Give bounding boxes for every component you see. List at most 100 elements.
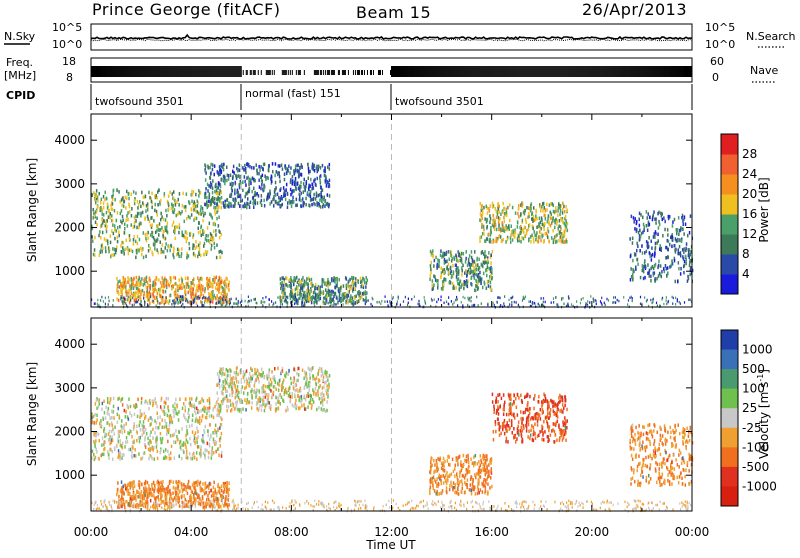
data-cell <box>136 287 138 291</box>
data-cell <box>284 178 286 182</box>
data-cell <box>230 174 232 178</box>
data-cell <box>632 297 633 300</box>
data-cell <box>674 244 676 248</box>
data-cell <box>465 260 467 264</box>
data-cell <box>352 304 353 307</box>
data-cell <box>257 201 259 205</box>
data-cell <box>637 263 639 267</box>
data-cell <box>95 402 97 406</box>
data-cell <box>650 279 652 283</box>
data-cell <box>153 448 155 452</box>
data-cell <box>481 205 483 209</box>
data-cell <box>220 277 222 281</box>
data-cell <box>114 432 116 436</box>
data-cell <box>94 198 96 202</box>
data-cell <box>384 300 385 303</box>
data-cell <box>275 193 277 197</box>
data-cell <box>131 207 133 211</box>
data-cell <box>118 190 120 194</box>
data-cell <box>433 254 435 257</box>
data-cell <box>124 231 126 235</box>
data-cell <box>520 203 522 207</box>
data-cell <box>291 205 293 209</box>
data-cell <box>277 173 279 177</box>
data-cell <box>456 264 458 268</box>
data-cell <box>553 238 555 242</box>
data-cell <box>458 271 460 275</box>
data-cell <box>193 252 195 256</box>
data-cell <box>487 225 489 229</box>
data-cell <box>114 198 116 202</box>
data-cell <box>210 171 212 175</box>
data-cell <box>266 176 268 180</box>
data-cell <box>484 217 486 221</box>
data-cell <box>132 456 134 460</box>
data-cell <box>631 275 633 279</box>
data-cell <box>277 193 279 197</box>
data-cell <box>535 238 537 242</box>
data-cell <box>168 207 170 211</box>
data-cell <box>664 228 666 232</box>
data-cell <box>139 420 141 424</box>
data-cell <box>300 185 302 189</box>
data-cell <box>522 219 524 223</box>
data-cell <box>295 164 297 168</box>
data-cell <box>215 233 217 237</box>
data-cell <box>168 195 170 199</box>
data-cell <box>434 275 436 279</box>
data-cell <box>214 242 216 246</box>
data-cell <box>280 303 281 306</box>
data-cell <box>632 241 634 245</box>
data-cell <box>323 301 324 304</box>
data-cell <box>116 248 118 252</box>
data-cell <box>121 285 123 289</box>
data-cell <box>191 281 193 285</box>
data-cell <box>479 240 481 244</box>
nsky-tick-bottom: 10^0 <box>52 38 82 51</box>
data-cell <box>160 432 162 436</box>
data-cell <box>280 299 281 302</box>
data-cell <box>307 191 309 195</box>
data-cell <box>144 301 145 304</box>
data-cell <box>309 278 311 282</box>
data-cell <box>178 203 180 207</box>
data-cell <box>681 216 683 220</box>
data-cell <box>202 415 204 419</box>
data-cell <box>492 202 494 206</box>
data-cell <box>543 240 545 244</box>
data-cell <box>250 201 252 205</box>
data-cell <box>151 251 153 255</box>
data-cell <box>553 204 555 208</box>
data-cell <box>220 444 222 448</box>
data-cell <box>239 186 241 190</box>
data-cell <box>334 303 335 306</box>
data-cell <box>145 237 147 241</box>
data-cell <box>230 302 231 305</box>
data-cell <box>203 452 205 456</box>
data-cell <box>171 303 172 306</box>
data-cell <box>181 247 183 251</box>
data-cell <box>560 225 562 229</box>
data-cell <box>523 231 525 235</box>
data-cell <box>580 302 581 305</box>
data-cell <box>209 166 211 170</box>
data-cell <box>178 418 180 422</box>
data-cell <box>456 269 458 273</box>
data-cell <box>135 301 136 304</box>
data-cell <box>209 192 211 196</box>
data-cell <box>123 453 125 457</box>
data-cell <box>127 248 129 252</box>
data-cell <box>133 404 135 408</box>
data-cell <box>219 165 221 169</box>
data-cell <box>285 167 287 171</box>
data-cell <box>219 277 221 281</box>
data-cell <box>182 299 183 302</box>
data-cell <box>111 416 113 420</box>
data-cell <box>389 300 390 303</box>
data-cell <box>229 299 230 302</box>
data-cell <box>156 276 158 280</box>
data-cell <box>481 223 483 227</box>
data-cell <box>153 288 155 292</box>
data-cell <box>225 285 227 289</box>
data-cell <box>154 297 156 301</box>
